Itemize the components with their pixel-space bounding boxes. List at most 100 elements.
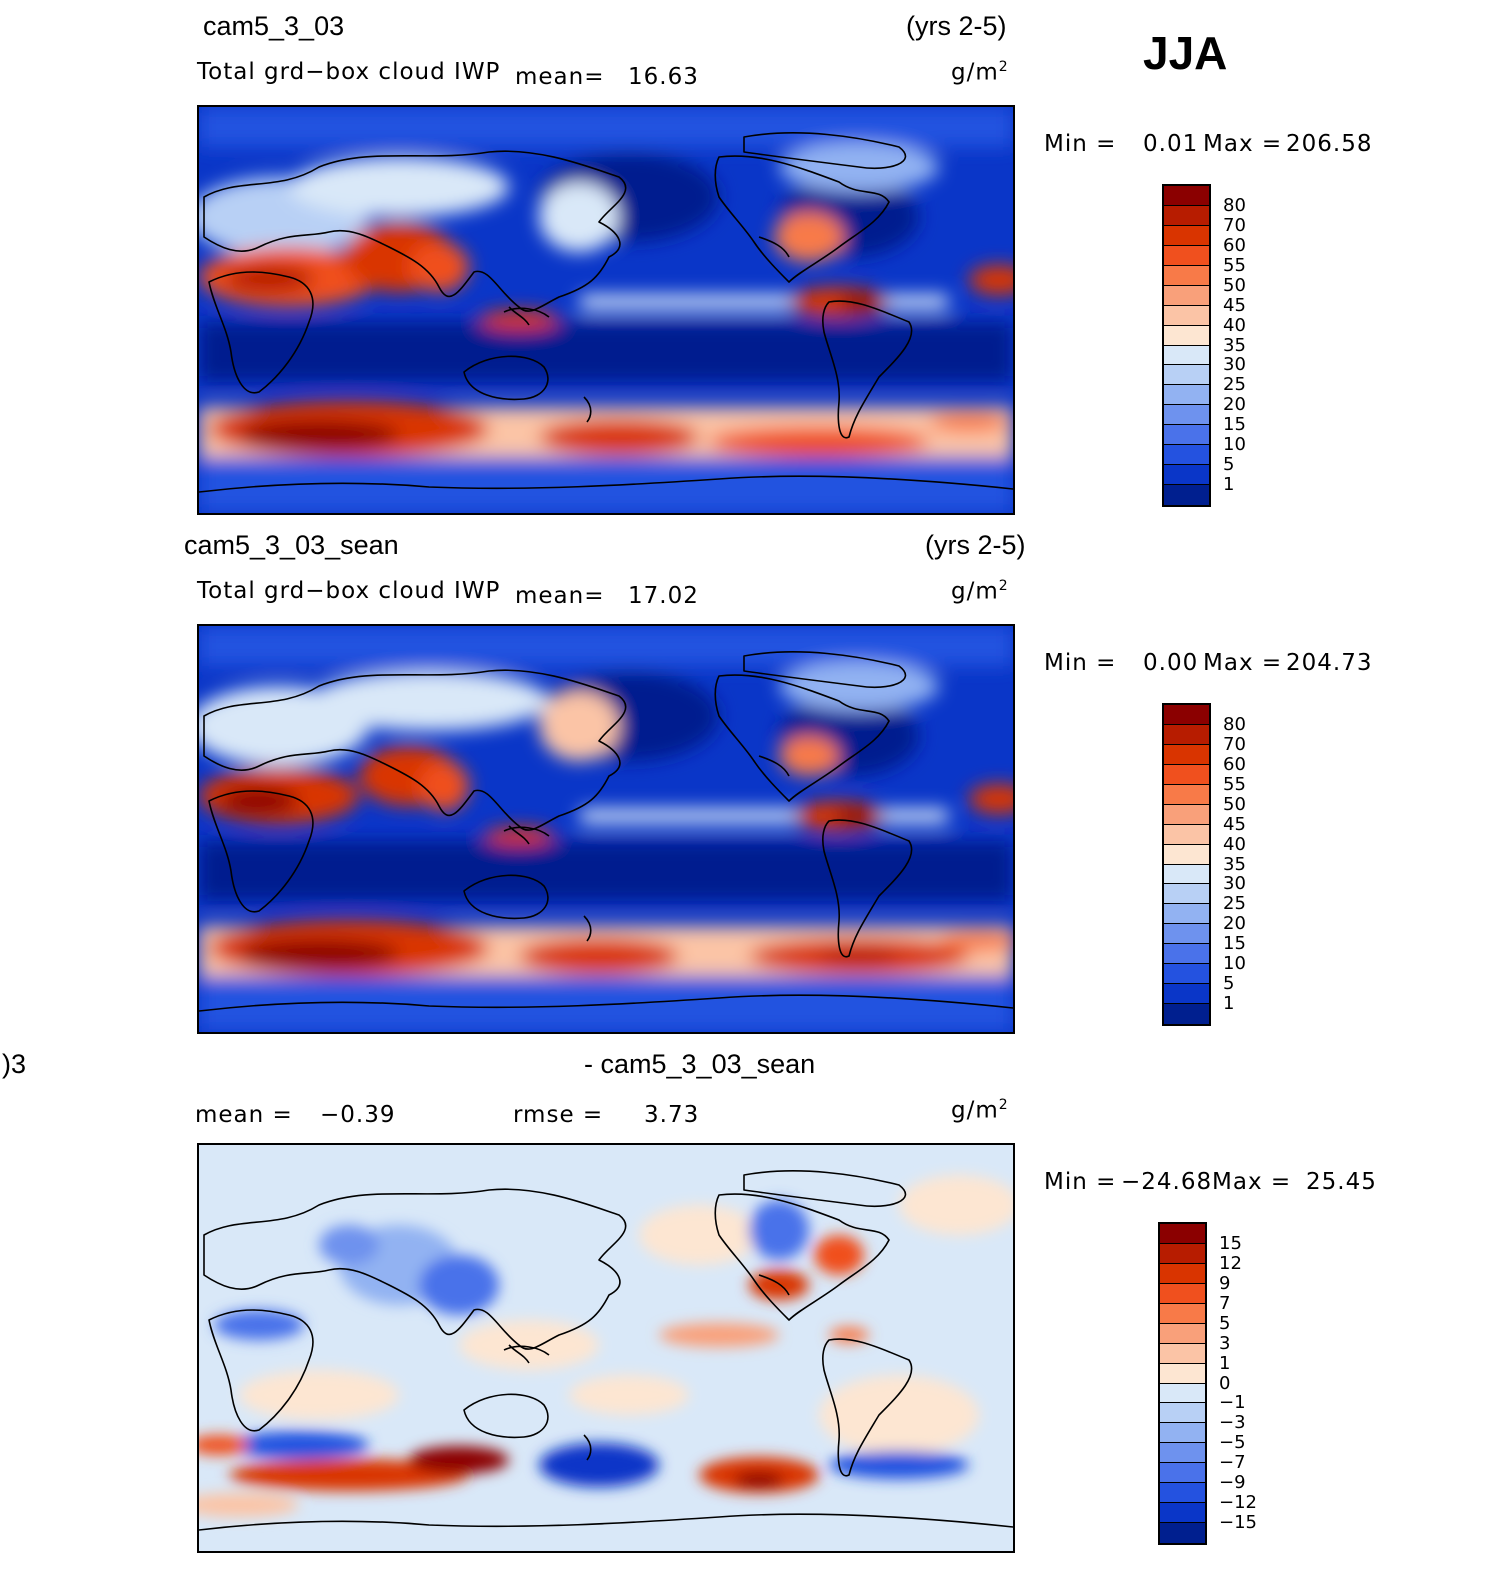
panel-2-colorbar <box>1162 703 1211 1026</box>
panel-1-mean-value: 16.63 <box>628 64 699 90</box>
colorbar-segment <box>1160 1463 1205 1484</box>
colorbar-segment <box>1160 1523 1205 1543</box>
colorbar-level-label: 40 <box>1223 314 1246 336</box>
colorbar-level-label: 55 <box>1223 254 1246 276</box>
panel-2-max-value: 204.73 <box>1286 650 1373 676</box>
panel-3-max-value: 25.45 <box>1306 1169 1377 1195</box>
colorbar-level-label: 35 <box>1223 853 1246 875</box>
colorbar-segment <box>1160 1503 1205 1524</box>
colorbar-level-label: 80 <box>1223 194 1246 216</box>
panel-2-case-title: cam5_3_03_sean <box>184 530 399 560</box>
colorbar-level-label: 5 <box>1223 454 1235 476</box>
colorbar-level-label: 30 <box>1223 873 1246 895</box>
panel-2-max-label: Max = <box>1203 650 1283 676</box>
colorbar-level-label: 3 <box>1219 1332 1231 1354</box>
panel-3-max-label: Max = <box>1212 1169 1292 1195</box>
colorbar-segment <box>1164 804 1209 825</box>
colorbar-segment <box>1164 1004 1209 1024</box>
colorbar-level-label: 70 <box>1223 214 1246 236</box>
colorbar-segment <box>1164 964 1209 985</box>
colorbar-segment <box>1164 944 1209 965</box>
panel-2-variable: Total grd−box cloud IWP <box>197 578 501 604</box>
panel-3-min-label: Min = <box>1044 1169 1117 1195</box>
panel-2-units: g/m2 <box>951 578 1009 605</box>
panel-3-mean-label: mean = <box>195 1102 293 1128</box>
colorbar-segment <box>1164 904 1209 925</box>
panel-1-max-label: Max = <box>1203 131 1283 157</box>
season-label: JJA <box>1143 27 1228 79</box>
colorbar-level-label: −3 <box>1219 1412 1246 1434</box>
colorbar-segment <box>1160 1383 1205 1404</box>
colorbar-level-label: 25 <box>1223 374 1246 396</box>
panel-1-map <box>197 105 1015 515</box>
colorbar-level-label: 20 <box>1223 913 1246 935</box>
colorbar-segment <box>1164 924 1209 945</box>
panel-3-case-title: - cam5_3_03_sean <box>584 1049 816 1079</box>
panel-3-case-left: )3 <box>2 1049 27 1079</box>
colorbar-level-label: 9 <box>1219 1272 1231 1294</box>
colorbar-segment <box>1164 485 1209 505</box>
colorbar-level-label: 20 <box>1223 394 1246 416</box>
panel-1-max-value: 206.58 <box>1286 131 1373 157</box>
colorbar-level-label: 70 <box>1223 733 1246 755</box>
panel-1-years: (yrs 2-5) <box>906 11 1007 41</box>
colorbar-segment <box>1164 265 1209 286</box>
colorbar-segment <box>1164 465 1209 486</box>
colorbar-segment <box>1164 385 1209 406</box>
colorbar-segment <box>1160 1443 1205 1464</box>
colorbar-segment <box>1164 864 1209 885</box>
colorbar-segment <box>1164 345 1209 366</box>
colorbar-level-label: 5 <box>1223 973 1235 995</box>
colorbar-segment <box>1164 285 1209 306</box>
colorbar-segment <box>1160 1403 1205 1424</box>
colorbar-segment <box>1164 245 1209 266</box>
colorbar-level-label: −15 <box>1219 1512 1257 1534</box>
colorbar-level-label: 45 <box>1223 813 1246 835</box>
panel-1-colorbar <box>1162 184 1211 507</box>
colorbar-segment <box>1164 724 1209 745</box>
panel-1-case-title: cam5_3_03 <box>203 11 345 41</box>
colorbar-level-label: 10 <box>1223 434 1246 456</box>
panel-3-min-value: −24.68 <box>1121 1169 1213 1195</box>
panel-3-units: g/m2 <box>951 1097 1009 1124</box>
colorbar-level-label: 1 <box>1223 474 1235 496</box>
colorbar-level-label: 50 <box>1223 793 1246 815</box>
colorbar-segment <box>1164 365 1209 386</box>
colorbar-segment <box>1164 764 1209 785</box>
colorbar-level-label: 60 <box>1223 753 1246 775</box>
colorbar-segment <box>1160 1224 1205 1244</box>
panel-1-min-value: 0.01 <box>1143 131 1199 157</box>
colorbar-segment <box>1160 1263 1205 1284</box>
panel-1-mean-label: mean= <box>515 64 605 90</box>
colorbar-level-label: 45 <box>1223 294 1246 316</box>
colorbar-segment <box>1160 1323 1205 1344</box>
colorbar-segment <box>1160 1283 1205 1304</box>
colorbar-level-label: 1 <box>1219 1352 1231 1374</box>
colorbar-level-label: 60 <box>1223 234 1246 256</box>
colorbar-segment <box>1164 824 1209 845</box>
panel-1-variable: Total grd−box cloud IWP <box>197 59 501 85</box>
colorbar-segment <box>1160 1363 1205 1384</box>
colorbar-level-label: 30 <box>1223 354 1246 376</box>
colorbar-segment <box>1160 1343 1205 1364</box>
colorbar-level-label: −12 <box>1219 1492 1257 1514</box>
panel-2-min-value: 0.00 <box>1143 650 1199 676</box>
colorbar-segment <box>1164 984 1209 1005</box>
colorbar-segment <box>1164 405 1209 426</box>
panel-2-min-label: Min = <box>1044 650 1117 676</box>
panel-3-colorbar <box>1158 1222 1207 1545</box>
colorbar-segment <box>1164 744 1209 765</box>
panel-1-units: g/m2 <box>951 59 1009 86</box>
colorbar-segment <box>1164 325 1209 346</box>
colorbar-level-label: −5 <box>1219 1432 1246 1454</box>
colorbar-level-label: 15 <box>1219 1232 1242 1254</box>
colorbar-segment <box>1164 305 1209 326</box>
panel-1-min-label: Min = <box>1044 131 1117 157</box>
colorbar-segment <box>1164 784 1209 805</box>
colorbar-segment <box>1164 445 1209 466</box>
colorbar-segment <box>1160 1483 1205 1504</box>
colorbar-level-label: 15 <box>1223 414 1246 436</box>
panel-2-mean-value: 17.02 <box>628 583 699 609</box>
colorbar-level-label: 15 <box>1223 933 1246 955</box>
colorbar-segment <box>1160 1303 1205 1324</box>
